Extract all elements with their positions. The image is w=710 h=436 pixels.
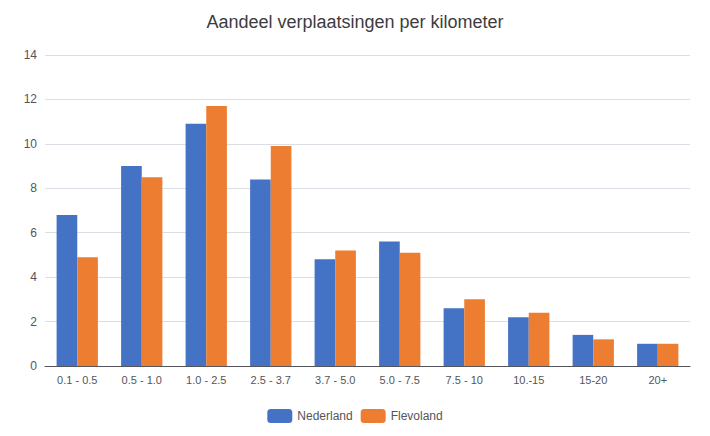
svg-text:7.5 - 10: 7.5 - 10 (446, 374, 483, 386)
svg-text:15-20: 15-20 (579, 374, 607, 386)
svg-text:0.5 - 1.0: 0.5 - 1.0 (122, 374, 162, 386)
svg-text:0.1 - 0.5: 0.1 - 0.5 (57, 374, 97, 386)
svg-text:1.0 - 2.5: 1.0 - 2.5 (186, 374, 226, 386)
svg-text:2.5 - 3.7: 2.5 - 3.7 (251, 374, 291, 386)
svg-text:10: 10 (24, 137, 38, 151)
svg-text:8: 8 (30, 181, 37, 195)
svg-text:0: 0 (30, 359, 37, 373)
svg-text:4: 4 (30, 270, 37, 284)
svg-text:14: 14 (24, 48, 38, 62)
svg-text:20+: 20+ (648, 374, 667, 386)
svg-text:Flevoland: Flevoland (391, 409, 443, 423)
svg-text:Aandeel verplaatsingen per kil: Aandeel verplaatsingen per kilometer (206, 12, 503, 32)
svg-text:10.-15: 10.-15 (513, 374, 544, 386)
svg-text:Nederland: Nederland (297, 409, 352, 423)
svg-text:6: 6 (30, 226, 37, 240)
svg-text:2: 2 (30, 315, 37, 329)
svg-text:3.7 - 5.0: 3.7 - 5.0 (315, 374, 355, 386)
svg-text:12: 12 (24, 92, 38, 106)
svg-text:5.0 - 7.5: 5.0 - 7.5 (380, 374, 420, 386)
